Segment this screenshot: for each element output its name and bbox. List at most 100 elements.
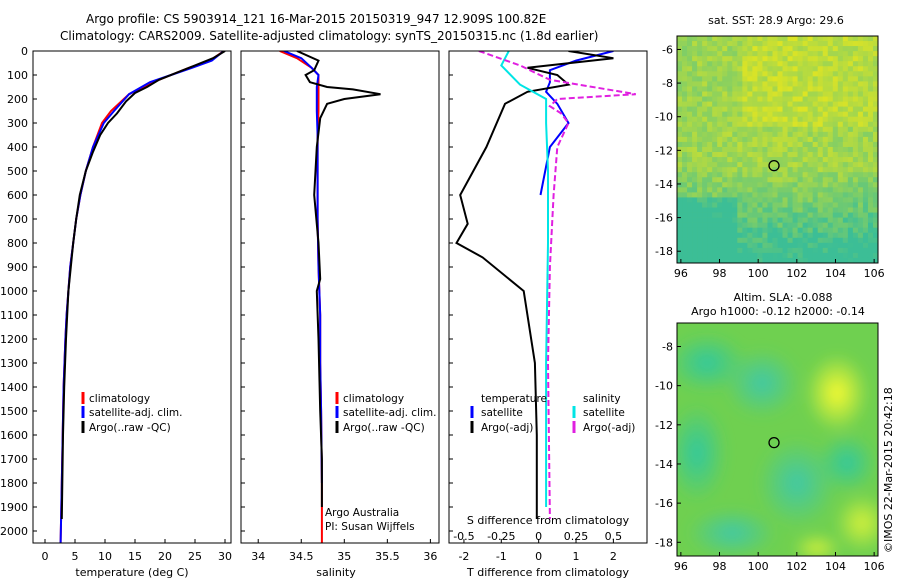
sst-cell (862, 146, 869, 153)
sst-cell (807, 167, 813, 173)
sst-cell (772, 157, 778, 163)
sst-cell (697, 227, 703, 234)
sst-cell (767, 76, 773, 82)
sst-cell (697, 242, 703, 249)
sst-cell (717, 61, 723, 67)
sst-cell (842, 167, 849, 173)
sst-cell (742, 227, 748, 234)
sst-cell (762, 51, 768, 57)
sst-cell (847, 36, 854, 42)
sst-cell (857, 247, 864, 254)
salinity-legend: climatology satellite-adj. clim. Argo(..… (335, 392, 436, 434)
sst-cell (732, 212, 738, 218)
sst-cell (862, 162, 869, 168)
sst-cell (842, 91, 849, 97)
sst-cell (802, 81, 808, 87)
sst-cell (737, 207, 743, 213)
sst-cell (842, 212, 849, 218)
sst-cell (692, 101, 698, 107)
sst-cell (757, 197, 763, 203)
sst-cell (852, 136, 859, 143)
sst-cell (827, 257, 834, 263)
sst-cell (757, 51, 763, 57)
sst-cell (772, 61, 778, 67)
sst-cell (727, 56, 733, 62)
sst-cell (872, 212, 878, 218)
sst-cell (837, 46, 844, 52)
sst-cell (742, 71, 748, 77)
sst-cell (697, 257, 703, 263)
sst-cell (872, 187, 878, 193)
sst-cell (817, 177, 824, 183)
sla_map-xtick-label: 102 (786, 560, 807, 573)
sst-cell (692, 177, 698, 183)
sst-cell (692, 106, 698, 112)
sst-cell (837, 66, 844, 72)
sst-cell (687, 51, 693, 57)
sst-cell (752, 111, 758, 118)
sst-cell (767, 222, 773, 228)
sst-cell (717, 106, 723, 112)
sst-cell (817, 187, 824, 193)
difference-legend: temperature satellite Argo(-adj) salinit… (470, 393, 635, 434)
sst-cell (757, 202, 763, 208)
sst-cell (697, 71, 703, 77)
depth-tick-label: 1400 (0, 381, 28, 394)
sst-cell (727, 172, 733, 178)
sst-cell (872, 111, 878, 118)
sst-cell (797, 136, 803, 143)
sst-cell (827, 66, 834, 72)
sst-cell (697, 131, 703, 138)
sst-cell (862, 61, 869, 67)
sst-cell (792, 36, 798, 42)
sst-cell (742, 247, 748, 254)
depth-tick-label: 1300 (0, 357, 28, 370)
temperature-series-satellite-adj-clim- (59, 51, 225, 543)
sst-cell (772, 51, 778, 57)
sst-cell (687, 76, 693, 82)
sst-cell (742, 116, 748, 123)
sst-cell (777, 96, 783, 102)
sst-cell (812, 152, 819, 158)
sst-cell (787, 197, 793, 203)
salinity-series-argo-raw-qc- (296, 51, 381, 507)
sst-cell (852, 61, 859, 67)
sst-cell (802, 207, 808, 213)
sst-cell (697, 167, 703, 173)
sst-cell (767, 237, 773, 244)
sst-cell (772, 106, 778, 112)
sst-cell (822, 56, 829, 62)
sst-cell (682, 111, 688, 118)
sst-cell (857, 36, 864, 42)
sst-cell (732, 141, 738, 148)
sst-cell (847, 242, 854, 249)
sst-cell (807, 101, 813, 107)
sst-cell (832, 46, 839, 52)
sst-cell (692, 237, 698, 244)
sst-cell (727, 177, 733, 183)
sst-cell (787, 222, 793, 228)
sst-cell (742, 56, 748, 62)
sst-cell (752, 182, 758, 188)
sst-cell (812, 66, 819, 72)
sst-cell (762, 71, 768, 77)
sst-cell (787, 217, 793, 223)
difference-top-tick-label: 0 (535, 530, 542, 543)
sst-cell (712, 121, 718, 128)
sst-cell (677, 252, 683, 259)
legend-label-argo: Argo(..raw -QC) (89, 422, 171, 434)
sst-cell (822, 101, 829, 107)
sst-cell (802, 66, 808, 72)
sst-cell (827, 86, 834, 92)
sst-cell (862, 141, 869, 148)
sst-cell (782, 86, 788, 92)
sst-cell (737, 182, 743, 188)
sst-cell (767, 152, 773, 158)
sst-cell (787, 61, 793, 67)
sst-cell (752, 212, 758, 218)
sst-cell (872, 232, 878, 239)
sst-cell (867, 81, 874, 87)
sst-cell (787, 81, 793, 87)
sst-cell (707, 252, 713, 259)
sst-cell (732, 116, 738, 123)
